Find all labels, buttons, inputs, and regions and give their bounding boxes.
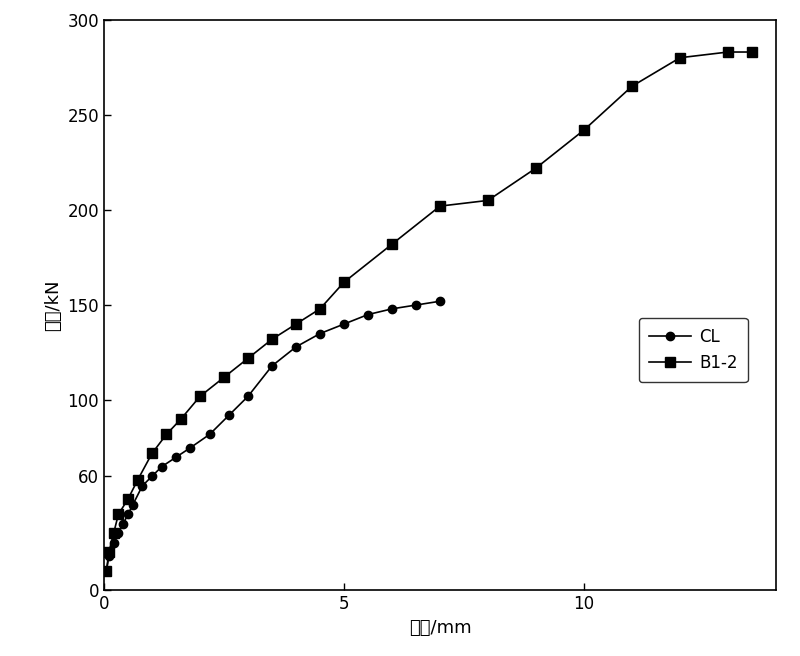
Y-axis label: 荷载/kN: 荷载/kN [44, 279, 62, 331]
CL [104, 552, 114, 560]
B1-2 [147, 449, 157, 457]
CL [109, 539, 118, 547]
Line: CL: CL [102, 297, 444, 575]
CL [435, 297, 445, 305]
B1-2 [219, 373, 229, 381]
CL [157, 463, 166, 471]
X-axis label: 变形/mm: 变形/mm [409, 619, 471, 637]
CL [291, 343, 301, 351]
B1-2 [483, 197, 493, 205]
B1-2 [747, 48, 757, 56]
B1-2 [123, 495, 133, 503]
CL [138, 482, 147, 489]
B1-2 [435, 202, 445, 210]
CL [205, 430, 214, 438]
CL [147, 472, 157, 480]
CL [315, 330, 325, 338]
B1-2 [579, 126, 589, 134]
CL [387, 305, 397, 313]
B1-2 [315, 305, 325, 313]
CL [128, 501, 138, 509]
CL [411, 301, 421, 309]
B1-2 [102, 567, 111, 575]
B1-2 [243, 354, 253, 362]
B1-2 [133, 476, 142, 484]
B1-2 [723, 48, 733, 56]
Legend: CL, B1-2: CL, B1-2 [639, 318, 747, 382]
B1-2 [387, 240, 397, 248]
CL [363, 311, 373, 319]
CL [339, 320, 349, 328]
B1-2 [675, 54, 685, 62]
B1-2 [291, 320, 301, 328]
B1-2 [114, 510, 123, 518]
B1-2 [162, 430, 171, 438]
CL [243, 392, 253, 400]
CL [171, 453, 181, 461]
CL [123, 510, 133, 518]
B1-2 [176, 415, 186, 423]
Line: B1-2: B1-2 [102, 47, 757, 576]
CL [186, 444, 195, 452]
B1-2 [104, 548, 114, 556]
CL [224, 411, 234, 419]
B1-2 [627, 82, 637, 90]
CL [114, 529, 123, 537]
B1-2 [195, 392, 205, 400]
CL [267, 362, 277, 370]
B1-2 [267, 335, 277, 343]
CL [118, 520, 128, 527]
B1-2 [531, 164, 541, 172]
B1-2 [339, 278, 349, 286]
CL [102, 567, 111, 575]
B1-2 [109, 529, 118, 537]
